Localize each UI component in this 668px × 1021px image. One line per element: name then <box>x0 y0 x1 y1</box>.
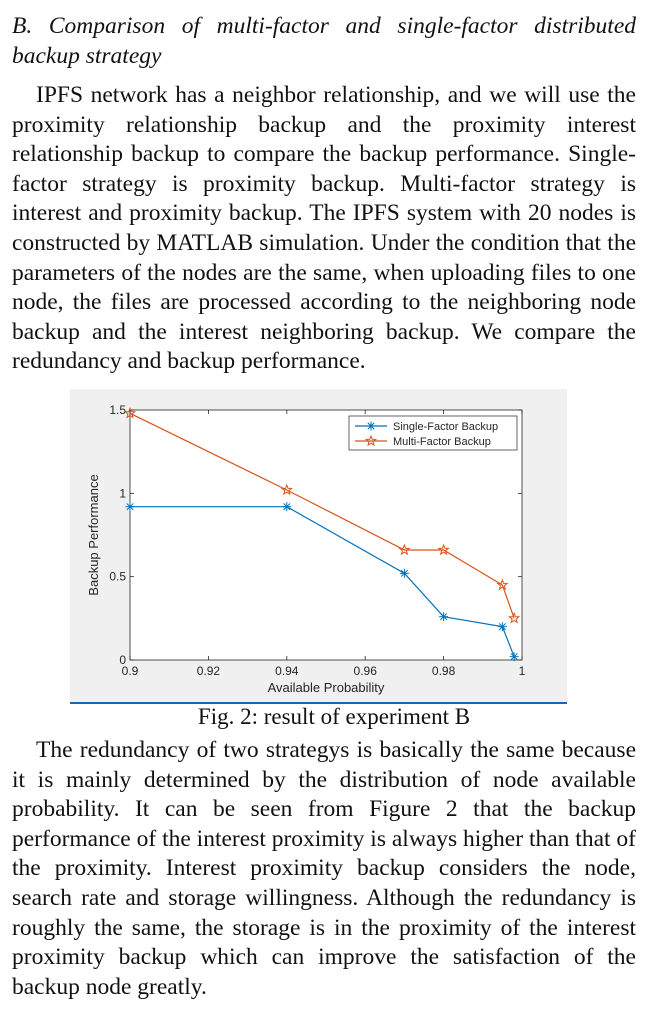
data-point <box>125 502 135 512</box>
series-line-1 <box>130 506 515 657</box>
data-point <box>282 502 292 512</box>
marker-stroke <box>510 653 518 661</box>
x-tick-label: 0.96 <box>354 664 378 678</box>
data-point <box>280 483 293 496</box>
data-point <box>399 568 409 578</box>
legend-marker <box>366 421 376 431</box>
y-axis-label: Backup Performance <box>86 474 101 595</box>
marker-stroke <box>400 569 408 577</box>
data-point <box>123 406 137 419</box>
y-tick-label: 0.5 <box>109 570 126 584</box>
x-tick-label: 1 <box>519 664 526 678</box>
paragraph-2-text: The redundancy of two strategys is basic… <box>12 737 636 1000</box>
paragraph-1: IPFS network has a neighbor relationship… <box>12 81 636 377</box>
y-tick-label: 1.5 <box>109 403 126 417</box>
data-point <box>509 652 519 662</box>
x-tick-label: 0.9 <box>122 664 139 678</box>
paragraph-1-text: IPFS network has a neighbor relationship… <box>12 82 636 375</box>
data-point <box>497 622 507 632</box>
figure-rule <box>70 702 567 704</box>
paragraph-2: The redundancy of two strategys is basic… <box>12 736 636 1002</box>
x-tick-label: 0.92 <box>197 664 221 678</box>
marker-stroke <box>498 623 506 631</box>
y-tick-label: 0 <box>119 653 126 667</box>
x-tick-label: 0.98 <box>432 664 456 678</box>
data-point <box>439 612 449 622</box>
legend-box <box>348 415 518 451</box>
legend: Single-Factor Backup Multi-Factor Backup <box>348 415 518 451</box>
line-chart: 0.9 0.92 0.94 0.96 0.98 1 0 0.5 1 1.5 Available Pr… <box>86 403 526 695</box>
x-tick-label: 0.94 <box>275 664 299 678</box>
data-point <box>398 543 411 556</box>
legend-label: Single-Factor Backup <box>393 421 498 433</box>
marker-stroke <box>440 613 448 621</box>
data-point <box>496 578 509 591</box>
series-line-2 <box>129 412 515 619</box>
marker-stroke <box>367 422 375 430</box>
figure-caption: Fig. 2: result of experiment B <box>197 704 471 729</box>
x-axis-label: Available Probability <box>268 680 385 695</box>
data-point <box>508 611 521 624</box>
legend-label: Multi-Factor Backup <box>393 436 491 448</box>
marker-stroke <box>126 503 134 511</box>
y-tick-label: 1 <box>119 486 126 500</box>
data-point <box>437 543 450 556</box>
marker-stroke <box>283 503 291 511</box>
legend-marker <box>364 434 378 447</box>
section-heading: B. Comparison of multi-factor and single… <box>12 13 636 69</box>
